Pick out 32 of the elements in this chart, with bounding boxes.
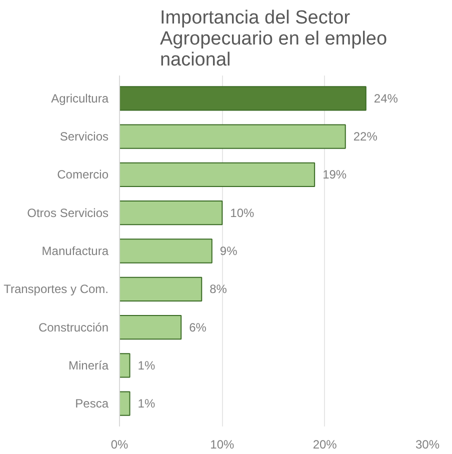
x-tick-label: 20% — [312, 438, 338, 452]
y-tick-label: Otros Servicios — [27, 206, 109, 220]
x-tick-label: 30% — [415, 438, 440, 452]
data-label: 22% — [353, 130, 378, 144]
bar — [120, 353, 130, 378]
data-label: 10% — [230, 206, 255, 220]
data-label: 1% — [138, 358, 156, 372]
x-tick-label: 10% — [210, 438, 235, 452]
x-tick-label: 0% — [110, 438, 128, 452]
y-tick-label: Pesca — [75, 396, 109, 411]
y-tick-label: Comercio — [57, 168, 109, 182]
y-tick-label: Transportes y Com. — [4, 282, 109, 296]
chart-title: Importancia del Sector Agropecuario en el empleo nacional — [160, 8, 388, 70]
data-label: 8% — [210, 282, 228, 296]
bar — [120, 314, 182, 340]
bar — [120, 391, 130, 416]
data-label: 6% — [189, 320, 207, 334]
bar — [120, 162, 316, 188]
y-tick-label: Manufactura — [42, 244, 109, 258]
y-tick-label: Servicios — [60, 130, 109, 144]
bar — [120, 86, 366, 111]
bar — [120, 124, 346, 149]
data-label: 9% — [220, 244, 238, 258]
y-tick-label: Construcción — [38, 320, 108, 334]
bar — [120, 276, 202, 302]
data-label: 1% — [138, 396, 156, 411]
data-label: 19% — [322, 168, 347, 182]
bar — [120, 238, 212, 264]
bar — [120, 200, 223, 226]
data-label: 24% — [374, 91, 398, 106]
y-tick-label: Minería — [68, 358, 109, 372]
y-tick-label: Agricultura — [51, 91, 109, 106]
